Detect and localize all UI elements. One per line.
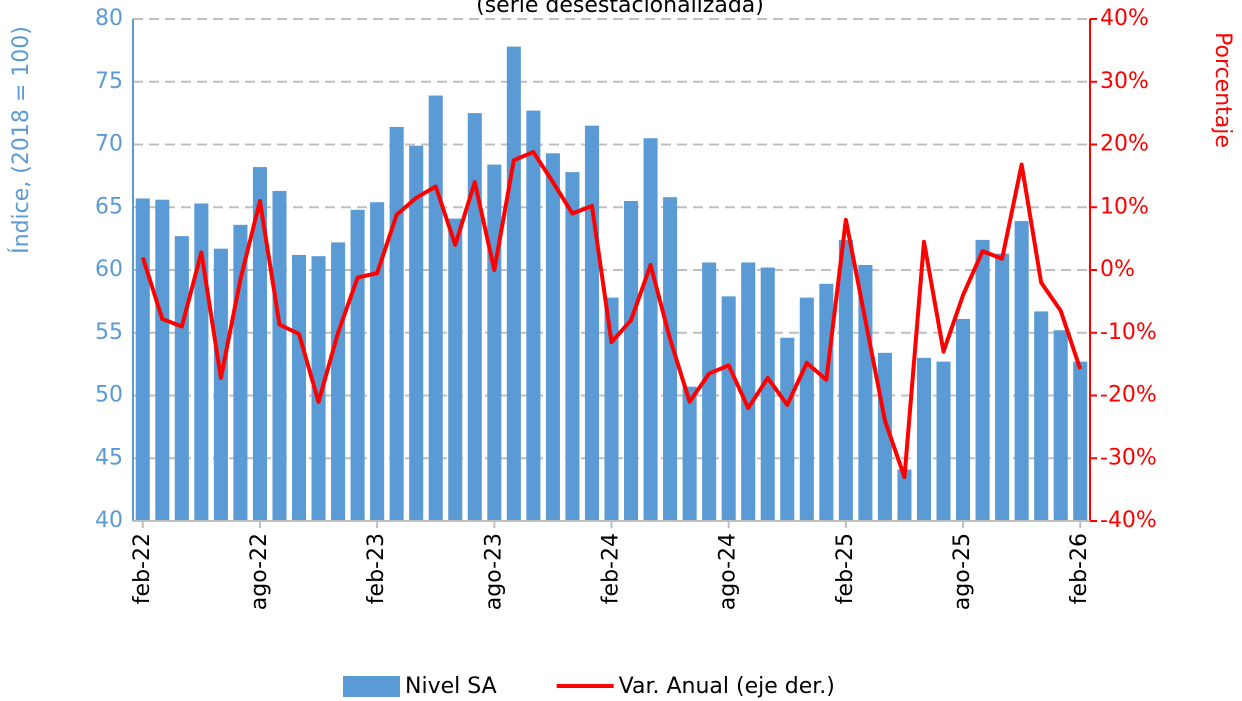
bar: [916, 357, 932, 521]
bar: [682, 386, 697, 521]
bar: [1014, 221, 1029, 521]
y-tick-label: 40: [95, 508, 123, 533]
bar: [702, 262, 717, 521]
chart-subtitle: (serie desestacionalizada): [476, 0, 764, 18]
bar: [252, 167, 267, 521]
bar: [604, 297, 619, 521]
x-tick-label: feb-25: [833, 533, 858, 604]
bar: [233, 224, 248, 521]
bar: [741, 262, 756, 521]
bar: [428, 95, 443, 522]
y2-tick-label: -20%: [1100, 383, 1157, 408]
x-tick-label: ago-23: [481, 533, 506, 610]
bar: [1053, 330, 1068, 521]
bar: [780, 337, 795, 521]
y-tick-label: 65: [95, 194, 123, 219]
y-tick-label: 80: [95, 6, 123, 31]
bar: [565, 172, 580, 522]
bar: [311, 256, 326, 521]
y2-tick-label: -10%: [1100, 320, 1157, 345]
bar: [155, 199, 170, 521]
bar: [799, 297, 814, 521]
legend-swatch: [343, 676, 400, 697]
bar: [331, 242, 346, 521]
bar: [819, 283, 834, 521]
bar: [760, 267, 775, 521]
bar: [213, 248, 228, 522]
bar: [1073, 361, 1088, 521]
x-tick-label: feb-26: [1067, 533, 1092, 604]
bar: [291, 254, 307, 521]
legend-label: Nivel SA: [405, 674, 497, 699]
bar: [487, 164, 502, 521]
y2-tick-label: 30%: [1100, 69, 1149, 94]
x-tick-label: feb-24: [599, 533, 624, 604]
bar: [135, 198, 150, 521]
bar: [545, 153, 560, 521]
x-tick-label: feb-22: [130, 533, 155, 604]
y2-tick-label: -30%: [1100, 445, 1157, 470]
bar: [643, 138, 658, 521]
y-tick-label: 55: [95, 320, 123, 345]
bar: [663, 197, 678, 521]
y-tick-label: 45: [95, 445, 123, 470]
line: [140, 150, 1083, 480]
bar: [623, 200, 639, 521]
bar: [272, 190, 287, 521]
bar: [389, 126, 404, 522]
y-tick-label: 60: [95, 257, 123, 282]
bar: [956, 318, 971, 521]
bar: [936, 361, 951, 521]
bar: [897, 469, 912, 521]
bar: [975, 239, 990, 521]
bar: [995, 253, 1010, 521]
x-tick-label: feb-23: [364, 533, 389, 604]
bar: [721, 296, 736, 521]
bar: [174, 236, 189, 522]
bar: [448, 218, 463, 522]
bar: [584, 125, 600, 522]
y-tick-label: 75: [95, 69, 123, 94]
bar: [467, 113, 482, 521]
bar: [838, 239, 853, 521]
x-tick-label: ago-24: [716, 533, 741, 610]
y2-tick-label: 20%: [1100, 132, 1149, 157]
y-axis-label: Índice, (2018 = 100): [8, 26, 34, 254]
bar: [409, 145, 424, 521]
bar: [370, 202, 385, 522]
y-tick-label: 50: [95, 383, 123, 408]
y-tick-label: 70: [95, 132, 123, 157]
bar: [350, 209, 365, 521]
x-tick-label: ago-22: [247, 533, 272, 610]
bar: [526, 110, 541, 522]
x-tick-label: ago-25: [950, 533, 975, 610]
bar: [506, 46, 521, 522]
y2-tick-label: 0%: [1100, 257, 1135, 282]
y2-axis-label: Porcentaje: [1210, 32, 1235, 148]
y2-tick-label: -40%: [1100, 508, 1157, 533]
y2-tick-label: 10%: [1100, 194, 1149, 219]
legend-label: Var. Anual (eje der.): [619, 674, 835, 699]
y2-tick-label: 40%: [1100, 6, 1149, 31]
bar: [1034, 311, 1049, 521]
